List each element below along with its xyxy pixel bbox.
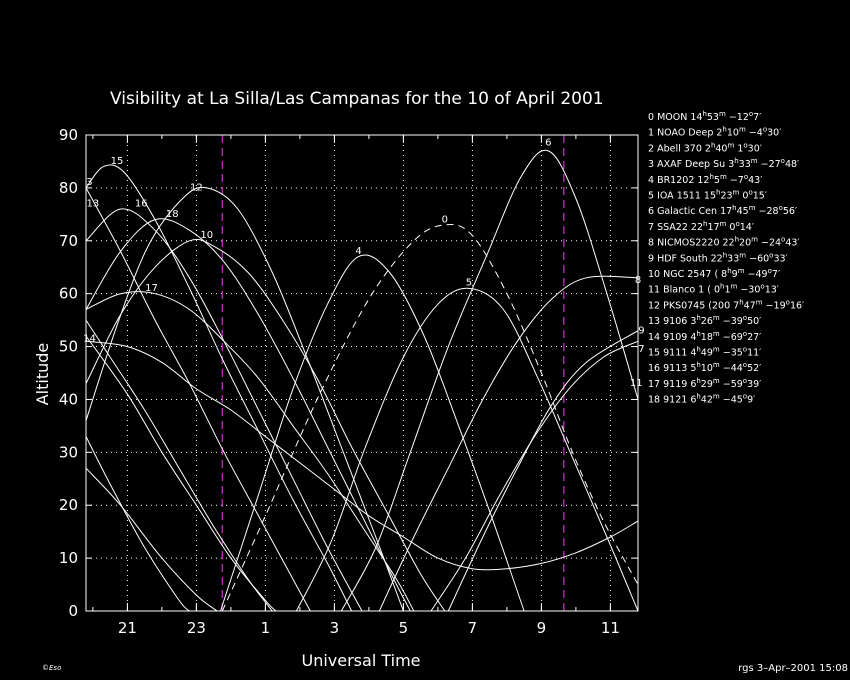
curve-label: 11 [630, 378, 643, 389]
y-tick-label: 60 [59, 285, 78, 303]
y-tick-label: 80 [59, 179, 78, 197]
curve-labels: 15 16 18 12 10 4 0 5 6 17 3 13 14 8 9 7 11 [83, 138, 645, 390]
curve-label: 0 [442, 214, 448, 225]
curve-label: 18 [166, 209, 179, 220]
legend-entry: 18 9121 6h42m −45o9′ [648, 393, 755, 406]
curve-label: 9 [638, 325, 644, 336]
curve-label: 4 [355, 246, 361, 257]
series-group [85, 149, 639, 612]
y-tick-label: 10 [59, 549, 78, 567]
legend-entry: 3 AXAF Deep Su 3h33m −27o48′ [648, 157, 799, 170]
legend-entry: 6 Galactic Cen 17h45m −28o56′ [648, 204, 797, 217]
curve-label: 15 [111, 156, 124, 167]
legend-entry: 13 9106 3h26m −39o50′ [648, 314, 761, 327]
series-line-16 [85, 208, 363, 612]
series-line-6 [340, 149, 639, 612]
series-line-18 [85, 218, 411, 612]
curve-label: 13 [87, 198, 100, 209]
curve-label: 14 [83, 333, 96, 344]
y-tick-label: 70 [59, 232, 78, 250]
series-line-0 [221, 224, 639, 612]
curve-label: 8 [635, 275, 641, 286]
legend-entry: 9 HDF South 22h33m −60o33′ [648, 251, 788, 264]
plot-frame [85, 134, 639, 612]
x-tick-label: 3 [330, 619, 340, 637]
legend-entry: 4 BR1202 12h5m −7o43′ [648, 173, 762, 186]
legend-entry: 17 9119 6h29m −59o39′ [648, 377, 761, 390]
series-line-15 [85, 164, 353, 612]
x-tick-label: 9 [537, 619, 547, 637]
x-tick-label: 21 [118, 619, 137, 637]
y-tick-label: 50 [59, 338, 78, 356]
legend-entry: 15 9111 4h49m −35o11′ [648, 346, 761, 359]
curve-label: 7 [638, 344, 644, 355]
y-tick-label: 20 [59, 496, 78, 514]
legend-entry: 2 Abell 370 2h40m 1o30′ [648, 141, 762, 154]
series-line-11 [85, 335, 277, 612]
legend-entry: 0 MOON 14h53m −12o7′ [648, 110, 761, 123]
x-tick-label: 23 [187, 619, 206, 637]
eso-logo: ©Eso [42, 664, 61, 672]
y-axis-label: Altitude [33, 343, 52, 406]
chart-title: Visibility at La Silla/Las Campanas for … [110, 89, 604, 109]
legend: 0 MOON 14h53m −12o7′ 1 NOAO Deep 2h10m −4… [648, 110, 804, 406]
y-tick-label: 90 [59, 126, 78, 144]
series-line-14 [85, 340, 639, 571]
legend-entry: 11 Blanco 1 ( 0h1m −30o13′ [648, 283, 779, 296]
time-markers [221, 135, 565, 611]
curve-label: 12 [190, 183, 203, 194]
legend-entry: 14 9109 4h18m −69o27′ [648, 330, 761, 343]
curve-label: 3 [86, 177, 92, 188]
series-line-10 [85, 238, 446, 612]
legend-entry: 7 SSA22 22h17m 0o14′ [648, 220, 754, 233]
grid [86, 135, 638, 611]
series-line-17 [85, 291, 415, 612]
legend-entry: 1 NOAO Deep 2h10m −4o30′ [648, 126, 781, 139]
legend-entry: 5 IOA 1511 15h23m 0o15′ [648, 189, 767, 202]
y-tick-label: 30 [59, 443, 78, 461]
curve-label: 17 [145, 283, 158, 294]
series-line-5 [295, 287, 639, 612]
y-tick-label: 40 [59, 390, 78, 408]
series-line-2 [85, 467, 218, 612]
series-line-1 [85, 436, 190, 612]
series-line-9 [447, 330, 639, 612]
x-axis-label: Universal Time [301, 651, 420, 670]
series-line-12 [85, 186, 404, 612]
x-tick-label: 1 [261, 619, 271, 637]
x-tick-label: 5 [399, 619, 409, 637]
series-line-7 [430, 340, 639, 612]
curve-label: 16 [135, 198, 148, 209]
y-tick-label: 0 [68, 602, 78, 620]
series-line-13 [85, 187, 311, 612]
curve-label: 10 [200, 230, 213, 241]
legend-entry: 16 9113 5h10m −44o52′ [648, 361, 761, 374]
x-tick-label: 11 [601, 619, 620, 637]
series-line-4 [220, 254, 525, 612]
legend-entry: 10 NGC 2547 ( 8h9m −49o7′ [648, 267, 780, 280]
footer-credit: rgs 3–Apr–2001 15:08 [738, 663, 848, 674]
x-tick-label: 7 [468, 619, 478, 637]
legend-entry: 12 PKS0745 (200 7h47m −19o16′ [648, 298, 804, 311]
curve-label: 5 [466, 278, 472, 289]
series-line-8 [378, 275, 639, 612]
legend-entry: 8 NICMOS2220 22h20m −24o43′ [648, 236, 800, 249]
curve-label: 6 [545, 138, 551, 149]
